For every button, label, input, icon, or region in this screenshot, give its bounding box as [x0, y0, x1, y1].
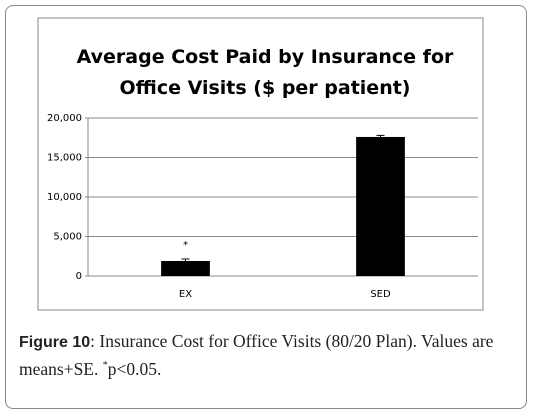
- x-tick-label: SED: [370, 289, 391, 300]
- bar: [161, 260, 210, 276]
- bar: [356, 136, 405, 276]
- caption-superscript: *: [102, 360, 108, 371]
- figure-frame: [5, 5, 527, 409]
- chart-border: [37, 17, 484, 311]
- significance-marker: *: [183, 240, 188, 251]
- caption-label: Figure 10: [19, 334, 91, 351]
- y-tick-label: 5,000: [53, 232, 82, 243]
- caption-tail: p<0.05.: [107, 358, 162, 379]
- caption: Figure 10: Insurance Cost for Office Vis…: [19, 330, 519, 381]
- error-bar: [376, 134, 385, 137]
- chart-title: Average Cost Paid by Insurance for Office…: [77, 46, 454, 99]
- x-tick-label: EX: [179, 289, 192, 300]
- error-bar: [181, 258, 190, 261]
- caption-text: : Insurance Cost for Office Visits (80/2…: [19, 331, 494, 379]
- y-tick-label: 0: [76, 271, 82, 282]
- y-tick-label: 15,000: [47, 153, 82, 164]
- y-tick-label: 10,000: [47, 192, 82, 203]
- y-tick-label: 20,000: [47, 113, 82, 124]
